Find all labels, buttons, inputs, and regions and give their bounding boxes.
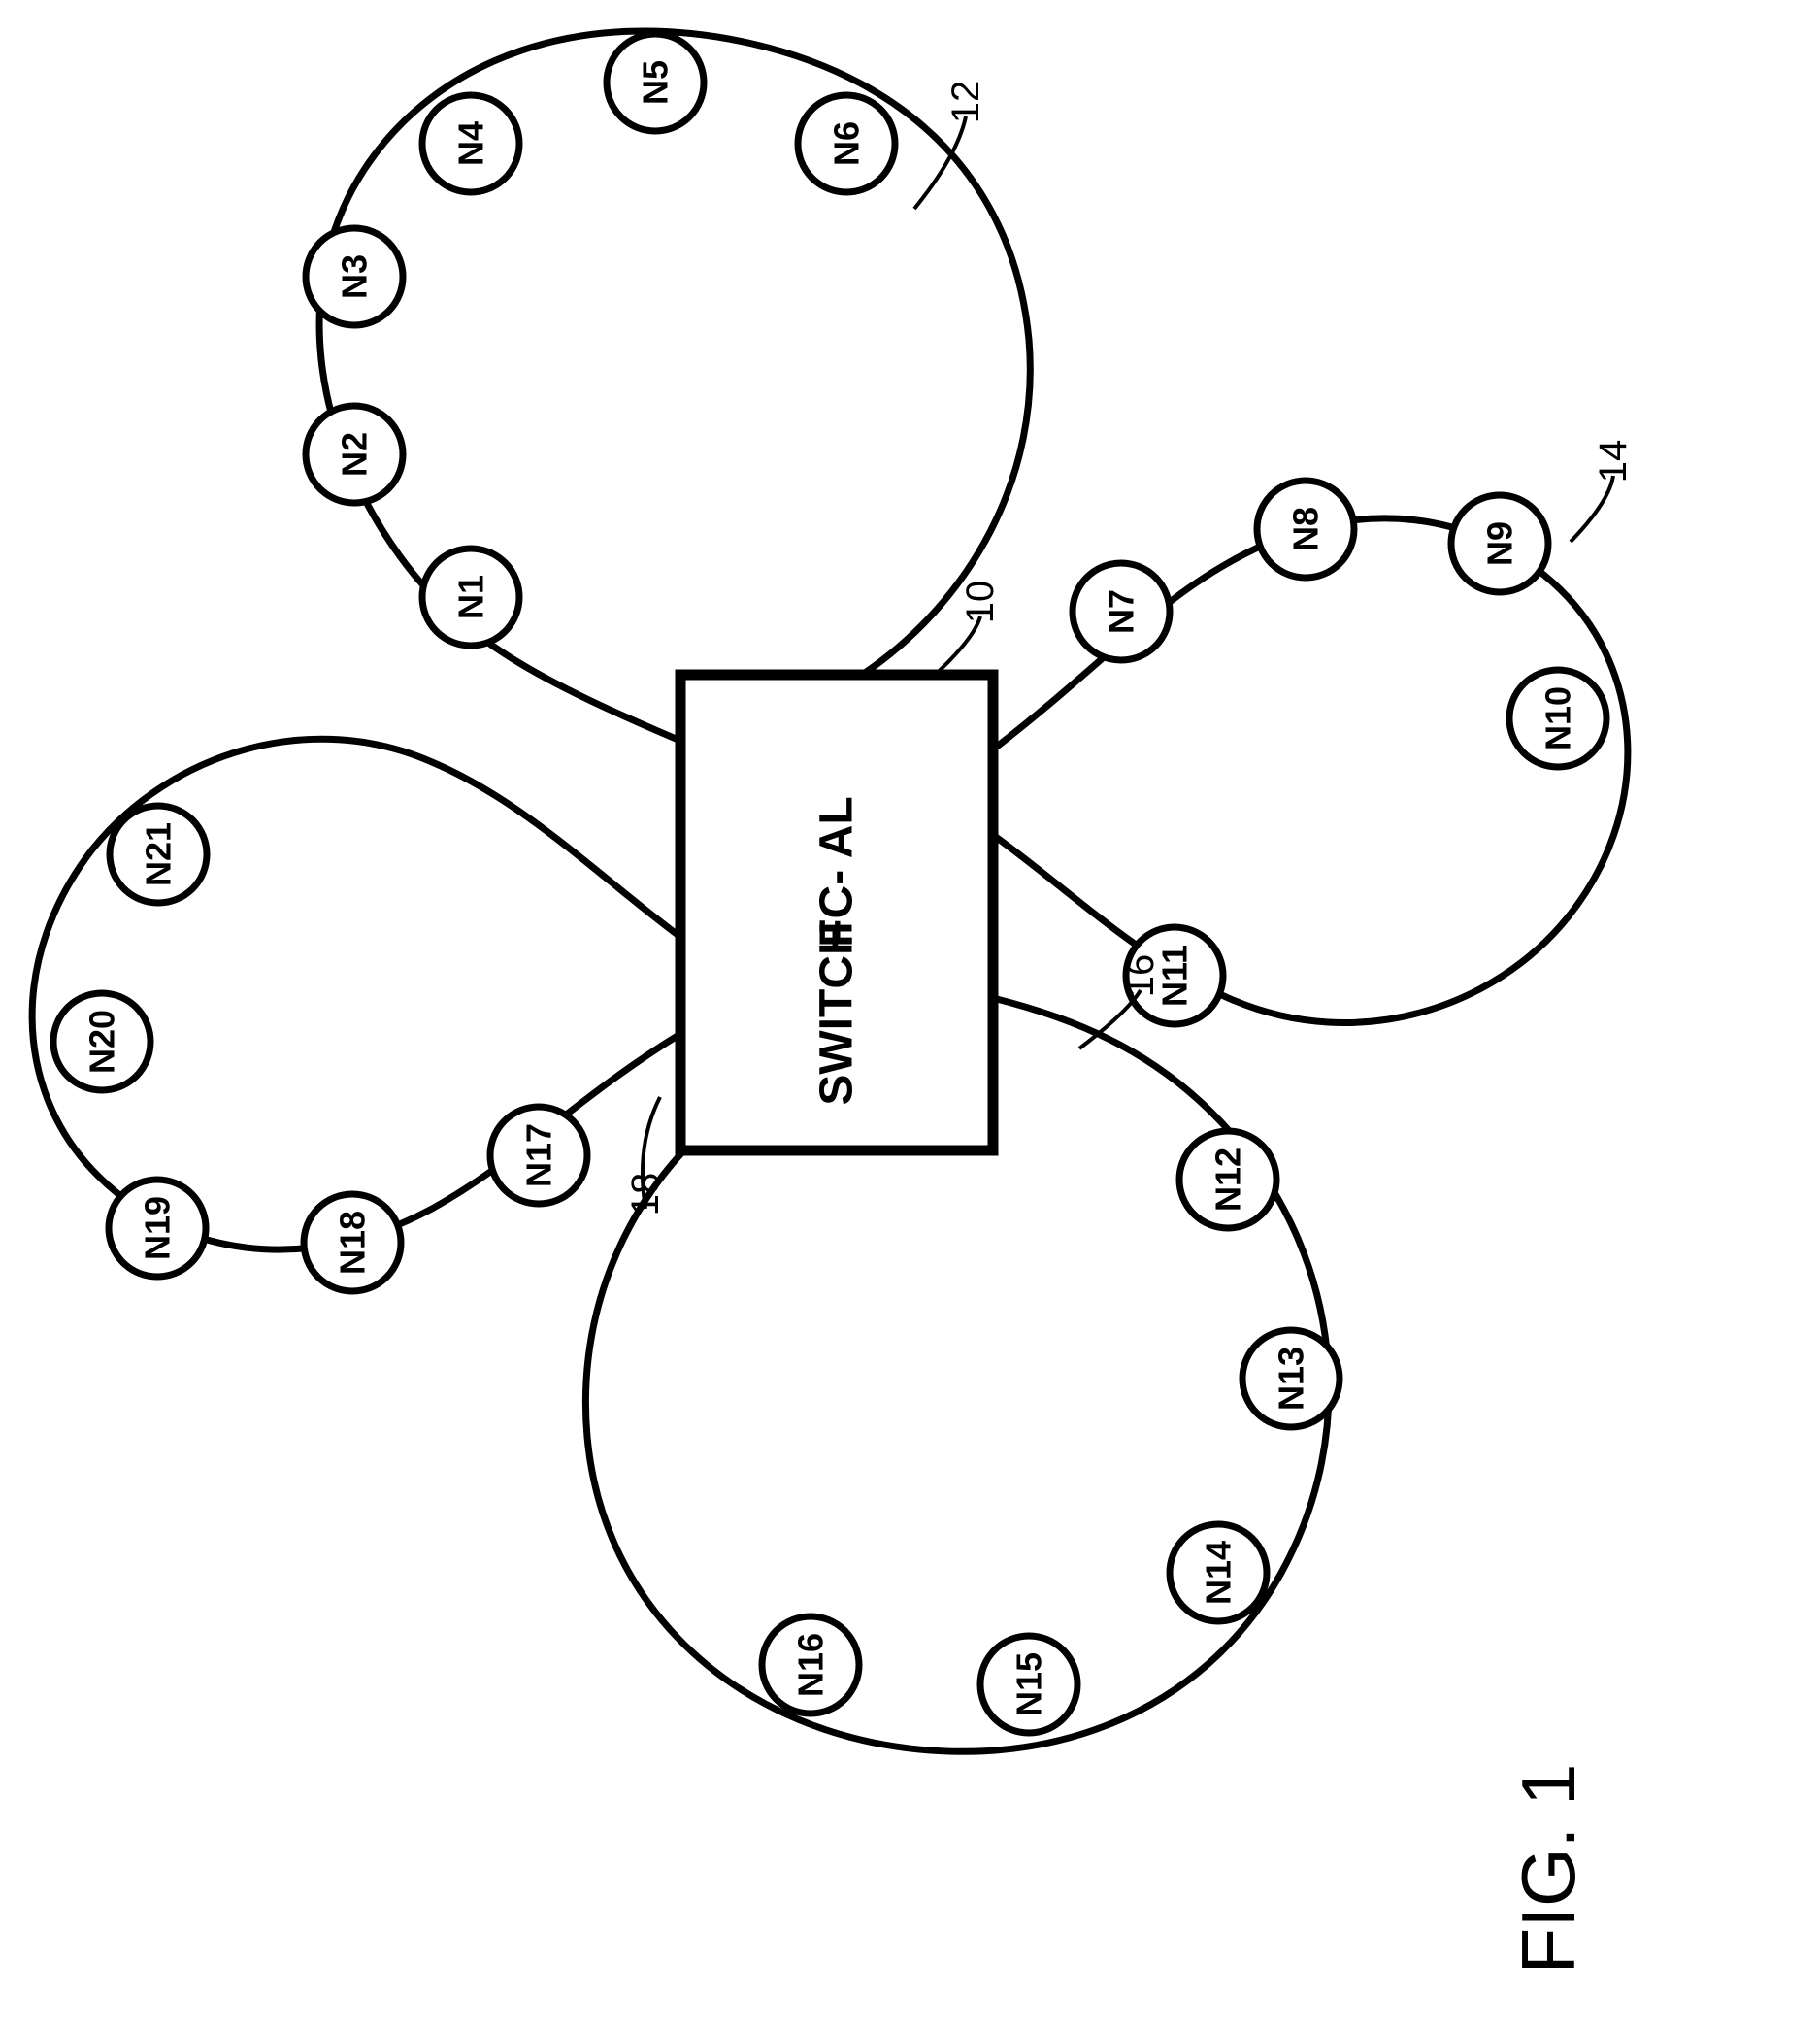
ref-leader-10 xyxy=(932,616,980,678)
node-n8-label: N8 xyxy=(1286,507,1326,551)
ref-leader-14 xyxy=(1571,476,1613,542)
node-n15-label: N15 xyxy=(1009,1652,1049,1716)
node-n14-label: N14 xyxy=(1199,1541,1239,1605)
node-n5-label: N5 xyxy=(636,60,676,105)
ref-label-12: 12 xyxy=(944,81,987,124)
figure-label: FIG. 1 xyxy=(1506,1764,1591,1975)
node-n3-label: N3 xyxy=(335,254,375,299)
node-n7-label: N7 xyxy=(1102,589,1142,634)
node-n17-label: N17 xyxy=(519,1123,559,1187)
fc-al-switch-label: SWITCH xyxy=(811,921,863,1105)
node-n18-label: N18 xyxy=(333,1211,373,1275)
ref-label-14: 14 xyxy=(1592,440,1635,483)
figure-canvas: FC- ALSWITCHN1N2N3N4N5N6N7N8N9N10N11N12N… xyxy=(0,0,1820,2030)
node-n10-label: N10 xyxy=(1539,686,1578,750)
node-n20-label: N20 xyxy=(83,1010,122,1074)
node-n6-label: N6 xyxy=(827,121,867,166)
node-n2-label: N2 xyxy=(335,432,375,477)
node-n21-label: N21 xyxy=(139,822,179,886)
node-n9-label: N9 xyxy=(1480,521,1520,566)
node-n4-label: N4 xyxy=(451,121,491,166)
node-n1-label: N1 xyxy=(451,575,491,619)
ref-label-16: 16 xyxy=(1119,954,1162,998)
node-n13-label: N13 xyxy=(1272,1347,1311,1411)
node-n12-label: N12 xyxy=(1208,1148,1248,1212)
node-n19-label: N19 xyxy=(138,1196,178,1260)
ref-label-10: 10 xyxy=(959,581,1002,624)
ref-label-18: 18 xyxy=(624,1173,667,1216)
node-n16-label: N16 xyxy=(791,1633,831,1697)
